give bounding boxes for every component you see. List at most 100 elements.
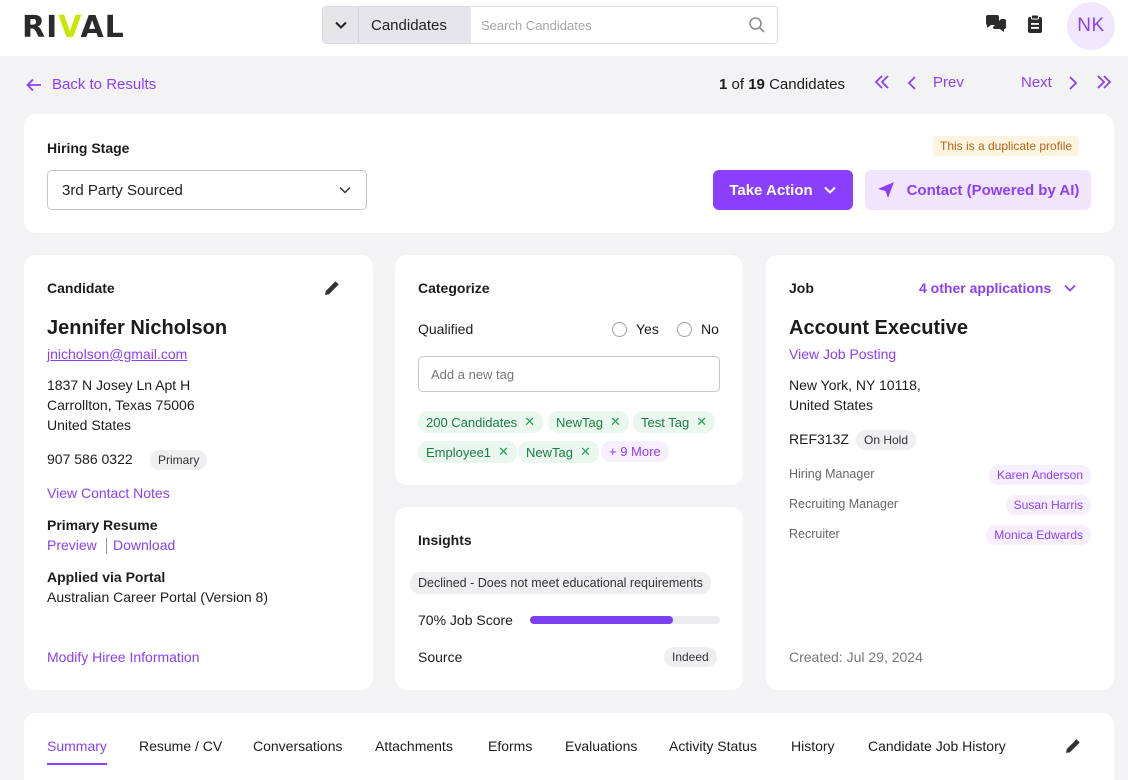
hiring-stage-title: Hiring Stage [47, 140, 130, 156]
remove-tag-icon[interactable]: ✕ [579, 444, 591, 459]
tab-conversations[interactable]: Conversations [253, 738, 343, 754]
insights-card: Insights Declined - Does not meet educat… [395, 507, 743, 690]
top-bar: RIVAL Candidates NK [0, 0, 1128, 56]
next-button[interactable]: Next [1021, 74, 1078, 91]
send-icon [877, 182, 894, 198]
job-reference: REF313Z [789, 431, 849, 447]
resume-preview-link[interactable]: Preview [47, 537, 97, 553]
job-card: Job 4 other applications Account Executi… [766, 255, 1114, 690]
view-contact-notes-link[interactable]: View Contact Notes [47, 485, 170, 501]
rival-logo[interactable]: RIVAL [22, 9, 125, 45]
candidate-name: Jennifer Nicholson [47, 317, 228, 339]
chevron-down-icon [1064, 284, 1076, 292]
hiring-manager-chip[interactable]: Karen Anderson [988, 465, 1091, 485]
take-action-button[interactable]: Take Action [713, 170, 853, 210]
more-tags-button[interactable]: + 9 More [601, 441, 669, 462]
remove-tag-icon[interactable]: ✕ [524, 414, 535, 429]
primary-resume-title: Primary Resume [47, 517, 158, 533]
tab-resume-cv[interactable]: Resume / CV [139, 738, 223, 754]
tag-chip: NewTag ✕ [518, 441, 599, 463]
chevron-left-icon [907, 75, 916, 90]
view-job-posting-link[interactable]: View Job Posting [789, 346, 897, 362]
chat-icon[interactable] [984, 14, 1008, 34]
back-to-results-link[interactable]: Back to Results [26, 76, 156, 93]
double-chevron-right-icon [1097, 75, 1112, 89]
clipboard-icon[interactable] [1026, 14, 1044, 34]
chevron-down-icon [339, 186, 351, 194]
tab-activity-status[interactable]: Activity Status [669, 738, 757, 754]
active-tab-indicator [47, 763, 107, 765]
hiring-stage-select[interactable]: 3rd Party Sourced [47, 170, 367, 210]
prev-button[interactable]: Prev [907, 74, 964, 91]
tab-eforms[interactable]: Eforms [488, 738, 533, 754]
search-input[interactable] [471, 7, 737, 43]
search-scope-dropdown[interactable] [323, 7, 359, 43]
tag-chip: NewTag ✕ [548, 411, 629, 433]
tab-summary[interactable]: Summary [47, 738, 107, 754]
job-score-fill [530, 616, 673, 624]
job-card-title: Job [789, 280, 814, 296]
pencil-icon[interactable] [323, 279, 341, 297]
radio-circle [677, 321, 692, 337]
hiring-stage-card: Hiring Stage 3rd Party Sourced This is a… [24, 114, 1114, 233]
chevron-right-icon [1069, 75, 1078, 90]
search-icon [749, 17, 765, 33]
categorize-card: Categorize Qualified Yes No Add a new ta… [395, 255, 743, 485]
take-action-label: Take Action [729, 181, 813, 199]
phone-type-badge: Primary [150, 450, 208, 470]
candidate-card-title: Candidate [47, 280, 115, 296]
radio-circle [612, 321, 627, 337]
search-button[interactable] [737, 7, 777, 43]
recruiting-manager-chip[interactable]: Susan Harris [1005, 495, 1091, 515]
pencil-icon[interactable] [1064, 737, 1082, 755]
back-label: Back to Results [52, 76, 157, 93]
qualified-no-radio[interactable]: No [677, 321, 719, 337]
recruiter-label: Recruiter [789, 527, 840, 541]
profile-tabs: Summary Resume / CV Conversations Attach… [24, 713, 1114, 780]
recruiter-chip[interactable]: Monica Edwards [986, 525, 1091, 545]
tab-history[interactable]: History [791, 738, 835, 754]
tag-chip: Employee1 ✕ [418, 441, 517, 463]
tab-candidate-job-history[interactable]: Candidate Job History [868, 738, 1006, 754]
remove-tag-icon[interactable]: ✕ [696, 414, 708, 429]
candidate-email-link[interactable]: jnicholson@gmail.com [47, 346, 188, 362]
top-icons [984, 14, 1044, 34]
next-label: Next [1021, 74, 1052, 91]
prev-label: Prev [933, 74, 964, 91]
resume-download-link[interactable]: Download [113, 537, 176, 553]
arrow-left-icon [26, 78, 41, 91]
no-label: No [701, 321, 719, 337]
address-line-2: Carrollton, Texas 75006 [47, 397, 195, 413]
add-tag-input[interactable]: Add a new tag [418, 356, 720, 392]
qualified-yes-radio[interactable]: Yes [612, 321, 659, 337]
remove-tag-icon[interactable]: ✕ [498, 444, 509, 459]
tab-evaluations[interactable]: Evaluations [565, 738, 638, 754]
hiring-manager-label: Hiring Manager [789, 467, 875, 481]
job-score-label: 70% Job Score [418, 612, 513, 628]
chevron-down-icon [334, 21, 347, 29]
tab-attachments[interactable]: Attachments [375, 738, 453, 754]
decline-reason-badge: Declined - Does not meet educational req… [410, 572, 711, 594]
qualified-label: Qualified [418, 321, 474, 337]
last-page-button[interactable] [1096, 74, 1112, 90]
yes-label: Yes [636, 321, 659, 337]
other-applications-dropdown[interactable]: 4 other applications [919, 280, 1077, 296]
modify-hiree-link[interactable]: Modify Hiree Information [47, 649, 200, 665]
remove-tag-icon[interactable]: ✕ [609, 414, 621, 429]
candidate-counter: 1 of 19 Candidates [719, 76, 845, 93]
candidate-card: Candidate Jennifer Nicholson jnicholson@… [24, 255, 373, 690]
job-created-date: Created: Jul 29, 2024 [789, 649, 923, 665]
address-line-1: 1837 N Josey Ln Apt H [47, 377, 191, 393]
other-applications-label: 4 other applications [919, 280, 1052, 296]
insights-title: Insights [418, 532, 472, 548]
first-page-button[interactable] [874, 74, 890, 90]
link-divider [106, 538, 107, 554]
user-avatar[interactable]: NK [1067, 2, 1115, 50]
contact-ai-button[interactable]: Contact (Powered by AI) [865, 170, 1091, 210]
chevron-down-icon [823, 186, 836, 194]
applied-portal-name: Australian Career Portal (Version 8) [47, 589, 268, 605]
search-scope-label[interactable]: Candidates [359, 7, 471, 43]
recruiting-manager-label: Recruiting Manager [789, 497, 899, 511]
job-location-line-2: United States [789, 397, 874, 413]
contact-ai-label: Contact (Powered by AI) [906, 181, 1080, 199]
